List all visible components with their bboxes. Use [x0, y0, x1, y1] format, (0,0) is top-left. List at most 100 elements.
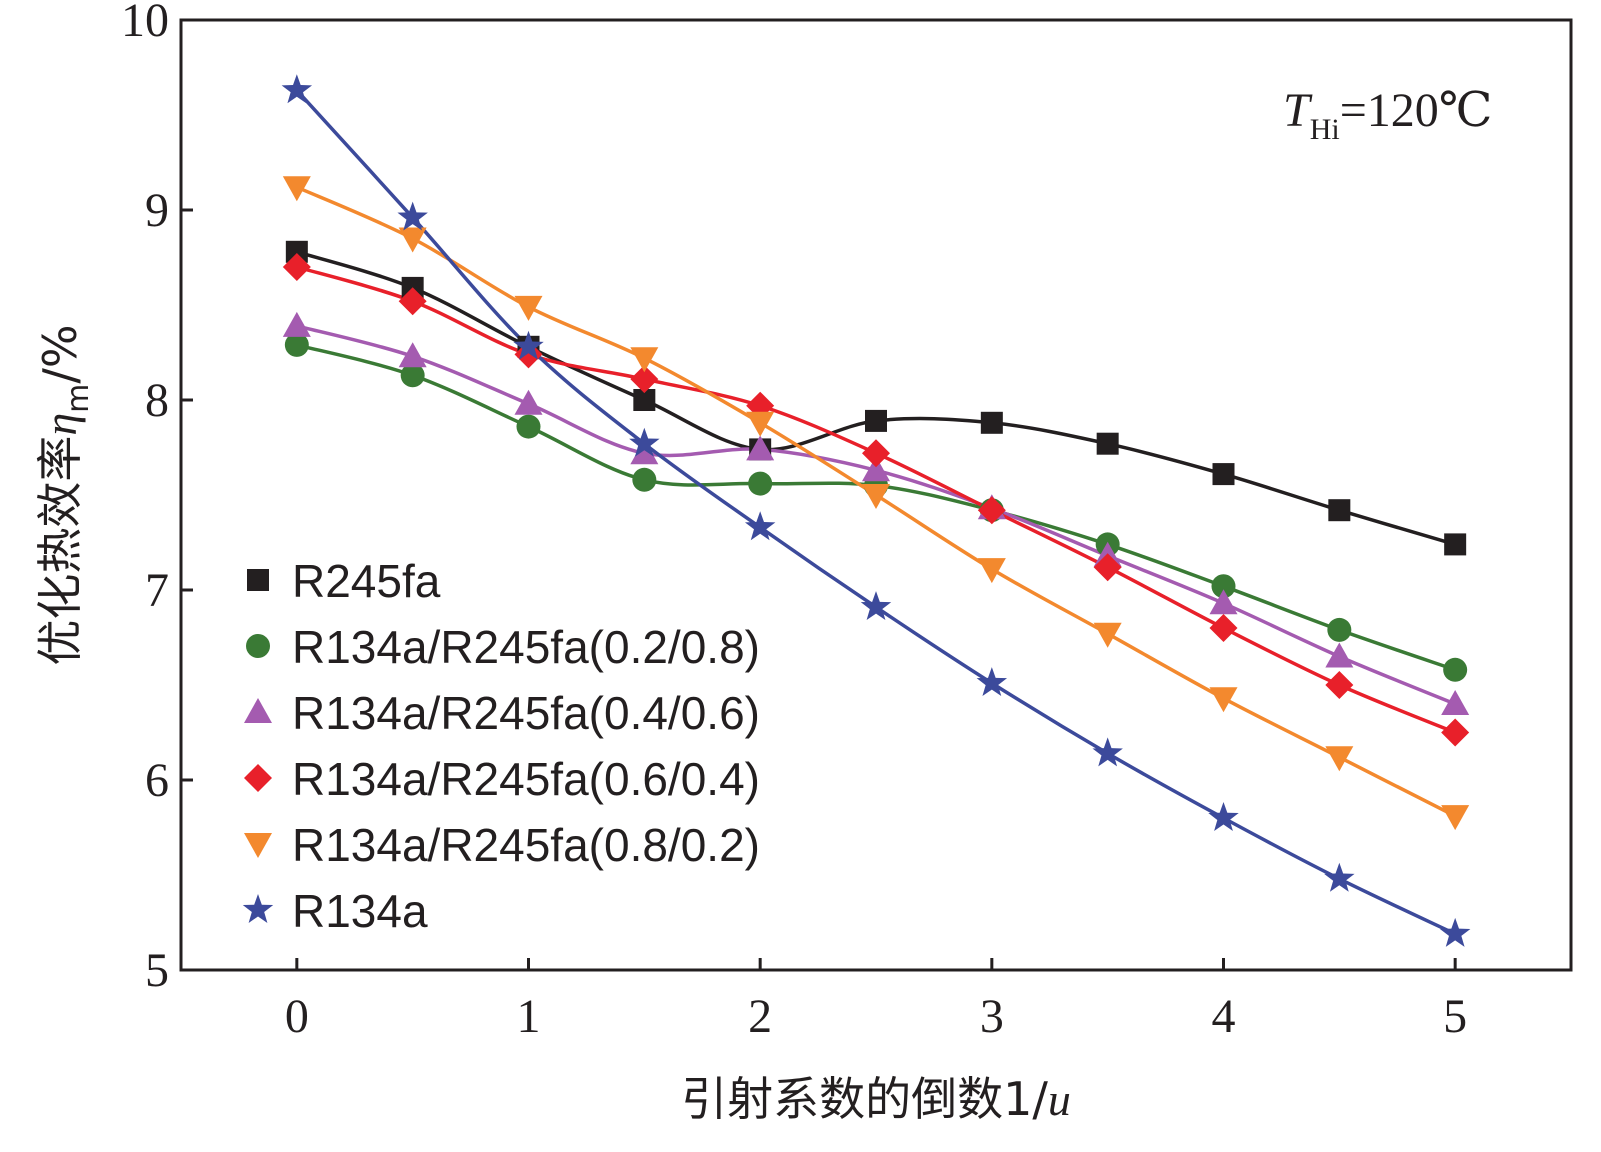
legend-marker-3 [244, 764, 272, 792]
data-point-s3-0 [282, 253, 311, 281]
y-axis-title-sub: m [61, 384, 96, 413]
data-point-s4-7 [1093, 622, 1122, 648]
data-point-s2-9 [1325, 642, 1354, 668]
y-tick-label-5: 10 [121, 0, 169, 47]
x-tick-label-4: 4 [1212, 990, 1236, 1043]
series-line-5 [295, 89, 1456, 936]
annotation-sub: Hi [1310, 113, 1340, 146]
x-tick-label-0: 0 [285, 990, 309, 1043]
legend-marker-0 [247, 569, 269, 591]
data-point-s4-8 [1209, 687, 1238, 713]
x-axis-title-var: u [1048, 1074, 1071, 1125]
y-tick-label-3: 8 [145, 374, 169, 427]
data-point-s2-2 [514, 389, 543, 415]
data-point-s4-10 [1441, 805, 1470, 831]
data-point-s2-4 [746, 435, 775, 461]
x-axis-title-text: 引射系数的倒数1/ [681, 1072, 1048, 1126]
y-axis-title-text: 优化热效率 [33, 436, 87, 666]
data-point-s5-6 [976, 667, 1008, 697]
y-tick-label-1: 6 [145, 754, 169, 807]
data-point-s1-2 [516, 414, 541, 439]
data-point-s4-4 [746, 411, 775, 437]
data-point-s2-8 [1209, 589, 1238, 615]
data-point-s3-7 [1093, 553, 1122, 582]
x-tick-label-3: 3 [980, 990, 1004, 1043]
x-axis: 0 1 2 3 4 5 [285, 958, 1467, 1043]
data-point-s4-0 [282, 176, 311, 202]
legend-label-5: R134a [292, 885, 428, 937]
data-point-s0-7 [1096, 432, 1119, 455]
data-point-s1-0 [284, 332, 309, 357]
data-point-s0-9 [1328, 499, 1351, 522]
data-point-s4-9 [1325, 746, 1354, 772]
data-point-s1-4 [748, 471, 773, 496]
data-point-s2-3 [630, 439, 659, 465]
data-point-s5-9 [1324, 862, 1355, 892]
data-point-s3-5 [862, 439, 890, 468]
y-tick-label-2: 7 [145, 564, 169, 617]
data-point-s0-3 [633, 389, 656, 411]
data-point-s3-10 [1441, 718, 1470, 747]
data-point-s4-1 [398, 227, 427, 253]
data-point-s5-5 [860, 591, 892, 621]
legend-label-2: R134a/R245fa(0.4/0.6) [292, 687, 760, 739]
data-point-s3-3 [630, 365, 659, 394]
data-point-s5-4 [744, 511, 776, 541]
data-point-s2-0 [282, 311, 311, 337]
data-point-s1-8 [1211, 574, 1236, 599]
legend-label-3: R134a/R245fa(0.6/0.4) [292, 753, 760, 805]
annotation-rest: =120℃ [1340, 84, 1493, 137]
legend-marker-1 [246, 634, 270, 658]
data-point-s2-1 [398, 342, 427, 368]
legend-marker-2 [244, 698, 272, 723]
data-point-s0-5 [865, 409, 887, 432]
legend-label-4: R134a/R245fa(0.8/0.2) [292, 819, 760, 871]
x-tick-label-5: 5 [1443, 990, 1467, 1043]
data-point-s0-6 [980, 411, 1003, 434]
data-point-s5-7 [1092, 737, 1123, 767]
data-point-s5-2 [513, 330, 544, 360]
data-point-s3-6 [977, 496, 1006, 525]
series-lines [295, 89, 1456, 936]
legend-marker-4 [244, 833, 272, 858]
data-point-s5-3 [629, 427, 660, 457]
data-point-s3-1 [398, 287, 427, 316]
annotation-var: T [1283, 84, 1313, 137]
x-axis-title: 引射系数的倒数1/u [681, 1072, 1071, 1126]
x-tick-label-1: 1 [517, 990, 541, 1043]
data-point-s5-10 [1439, 917, 1471, 947]
legend-label-0: R245fa [292, 555, 441, 607]
legend: R245fa R134a/R245fa(0.2/0.8) R134a/R245fa(… [242, 555, 760, 937]
data-point-s4-2 [514, 295, 543, 321]
annotation-temperature: THi=120℃ [1283, 84, 1492, 146]
y-axis-title-unit: /% [33, 324, 87, 383]
data-point-s1-10 [1443, 657, 1468, 682]
y-axis: 5 6 7 8 9 10 [121, 0, 193, 997]
data-point-s5-8 [1208, 802, 1239, 831]
data-point-s4-5 [862, 484, 890, 509]
data-point-s2-10 [1441, 690, 1470, 715]
y-tick-label-4: 9 [145, 184, 169, 237]
series-markers [281, 74, 1471, 947]
data-point-s0-8 [1212, 463, 1235, 486]
data-point-s1-1 [400, 363, 425, 388]
legend-label-1: R134a/R245fa(0.2/0.8) [292, 621, 760, 673]
data-point-s3-9 [1325, 671, 1354, 699]
y-axis-title-symbol: η [35, 413, 86, 436]
data-point-s2-5 [862, 456, 890, 482]
y-tick-label-0: 5 [145, 944, 169, 997]
data-point-s5-0 [281, 74, 313, 104]
data-point-s3-8 [1209, 614, 1238, 642]
data-point-s1-3 [632, 467, 657, 492]
y-axis-title: 优化热效率ηm/% [33, 324, 96, 665]
data-point-s1-9 [1327, 617, 1352, 642]
data-point-s0-10 [1444, 533, 1467, 556]
data-point-s0-0 [285, 240, 308, 263]
plot-frame [179, 18, 1573, 972]
legend-marker-5 [242, 894, 274, 923]
data-point-s4-3 [630, 347, 659, 373]
x-tick-label-2: 2 [748, 990, 772, 1043]
data-point-s4-6 [977, 558, 1006, 584]
data-point-s5-1 [397, 201, 428, 231]
